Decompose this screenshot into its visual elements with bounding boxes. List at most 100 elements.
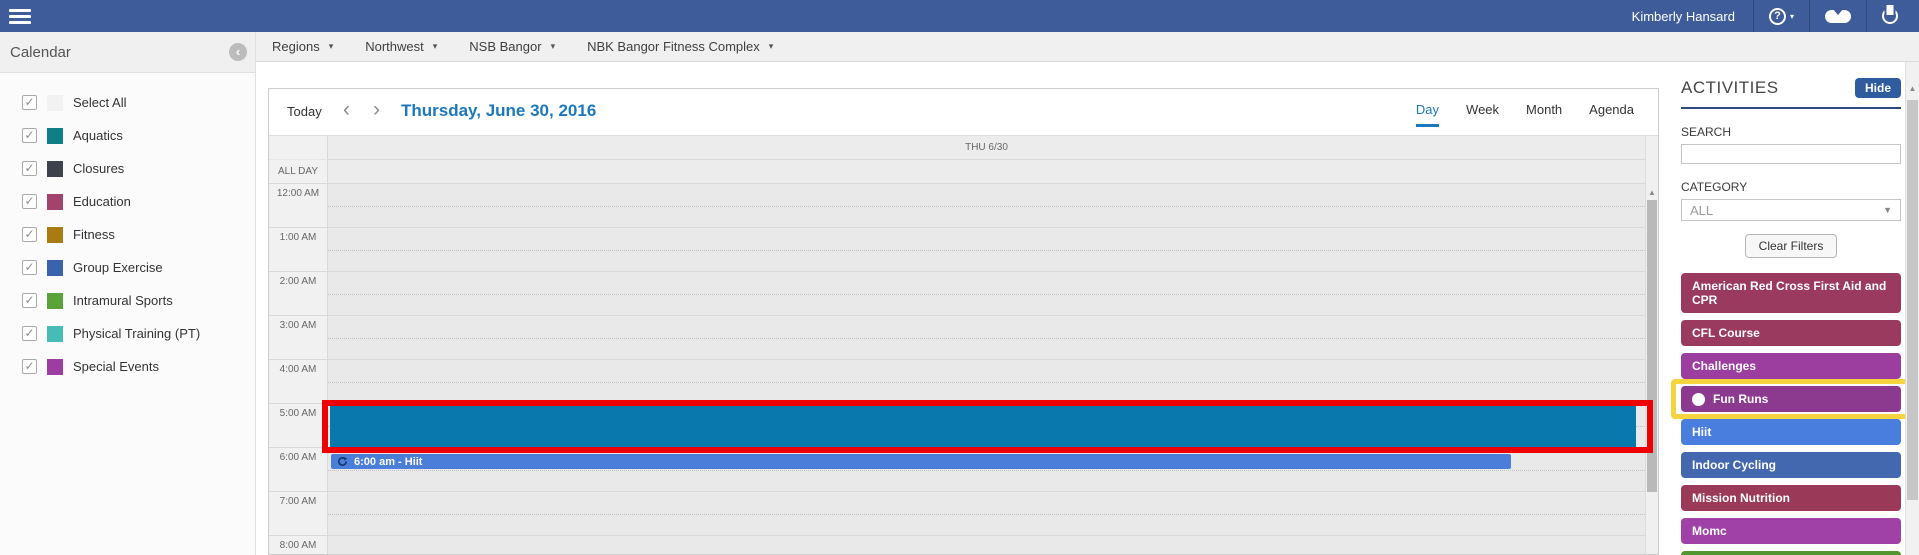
view-tab[interactable]: Week bbox=[1466, 102, 1500, 117]
grid-scrollbar-thumb[interactable] bbox=[1647, 200, 1657, 492]
calendar-category-row[interactable]: Special Events bbox=[0, 350, 255, 383]
category-color-swatch bbox=[47, 226, 63, 243]
breadcrumb-label: Northwest bbox=[365, 39, 424, 54]
category-checkbox[interactable] bbox=[22, 293, 37, 308]
calendar-category-row[interactable]: Select All bbox=[0, 86, 255, 119]
category-checkbox[interactable] bbox=[22, 359, 37, 374]
hour-row: 2:00 AM bbox=[269, 272, 1658, 316]
tray-icon bbox=[1825, 9, 1851, 23]
tray-button[interactable] bbox=[1810, 0, 1866, 32]
clear-filters-button[interactable]: Clear Filters bbox=[1744, 234, 1838, 258]
activity-button[interactable]: Mission Nutrition bbox=[1681, 485, 1901, 511]
hour-cell[interactable] bbox=[328, 228, 1645, 272]
category-color-swatch bbox=[47, 127, 63, 144]
divider bbox=[1752, 0, 1754, 32]
help-menu-button[interactable]: ? ▾ bbox=[1754, 0, 1809, 32]
chevron-down-icon: ▾ bbox=[432, 41, 438, 51]
calendar-category-row[interactable]: Fitness bbox=[0, 218, 255, 251]
chevron-down-icon: ▾ bbox=[1789, 11, 1794, 21]
view-tab[interactable]: Month bbox=[1526, 102, 1563, 117]
hour-label: 8:00 AM bbox=[269, 536, 328, 554]
hour-rows: 12:00 AM 1:00 AM 2:00 AM 3:00 AM bbox=[269, 184, 1658, 554]
category-checkbox[interactable] bbox=[22, 161, 37, 176]
collapse-sidebar-button[interactable]: ‹ bbox=[229, 43, 247, 61]
breadcrumb-dropdown[interactable]: Northwest ▾ bbox=[365, 39, 437, 54]
calendar-category-row[interactable]: Aquatics bbox=[0, 119, 255, 152]
activity-label: Challenges bbox=[1692, 359, 1757, 373]
previous-day-icon[interactable]: ‹ bbox=[343, 98, 350, 121]
today-button[interactable]: Today bbox=[287, 104, 322, 119]
calendar-category-row[interactable]: Intramural Sports bbox=[0, 284, 255, 317]
top-bar: Kimberly Hansard ? ▾ bbox=[0, 0, 1919, 32]
divider bbox=[1681, 107, 1901, 109]
activity-button[interactable]: Fun Runs bbox=[1671, 379, 1911, 419]
next-day-icon[interactable]: › bbox=[373, 98, 380, 121]
breadcrumb-dropdown[interactable]: NSB Bangor ▾ bbox=[469, 39, 555, 54]
category-checkbox[interactable] bbox=[22, 260, 37, 275]
activity-button[interactable]: Hiit bbox=[1681, 419, 1901, 445]
all-day-row: ALL DAY bbox=[269, 160, 1658, 184]
category-select[interactable]: ALL ▼ bbox=[1681, 199, 1901, 221]
hour-cell[interactable] bbox=[328, 316, 1645, 360]
hour-cell[interactable] bbox=[328, 184, 1645, 228]
activity-button[interactable]: American Red Cross First Aid and CPR bbox=[1681, 273, 1901, 313]
logout-button[interactable] bbox=[1867, 0, 1913, 32]
event-fun-runs-block[interactable] bbox=[330, 406, 1636, 448]
grid-scrollbar[interactable]: ▲ bbox=[1645, 136, 1658, 554]
scroll-up-icon[interactable]: ▲ bbox=[1648, 188, 1656, 197]
calendar-category-row[interactable]: Physical Training (PT) bbox=[0, 317, 255, 350]
activity-button[interactable]: Indoor Cycling bbox=[1681, 452, 1901, 478]
search-label: SEARCH bbox=[1681, 125, 1732, 139]
hour-row: 8:00 AM bbox=[269, 536, 1658, 554]
category-label: Intramural Sports bbox=[73, 293, 173, 308]
view-tab[interactable]: Day bbox=[1415, 102, 1440, 127]
breadcrumb-dropdown[interactable]: NBK Bangor Fitness Complex ▾ bbox=[587, 39, 773, 54]
category-checkbox[interactable] bbox=[22, 95, 37, 110]
hour-label: 6:00 AM bbox=[269, 448, 328, 492]
view-tabs: Day Week Month Agenda bbox=[1415, 102, 1634, 127]
hour-label: 7:00 AM bbox=[269, 492, 328, 536]
page-scrollbar[interactable]: ▲ bbox=[1905, 62, 1919, 555]
breadcrumb-label: Regions bbox=[272, 39, 320, 54]
category-checkbox[interactable] bbox=[22, 227, 37, 242]
hour-label: 1:00 AM bbox=[269, 228, 328, 272]
calendar-category-row[interactable]: Group Exercise bbox=[0, 251, 255, 284]
hour-cell[interactable] bbox=[328, 536, 1645, 554]
search-input[interactable] bbox=[1681, 144, 1901, 164]
hour-label: 2:00 AM bbox=[269, 272, 328, 316]
calendar-category-row[interactable]: Education bbox=[0, 185, 255, 218]
all-day-cell[interactable] bbox=[328, 160, 1645, 184]
hamburger-menu-icon[interactable] bbox=[9, 6, 31, 27]
hour-cell[interactable] bbox=[328, 360, 1645, 404]
activity-label: Fun Runs bbox=[1713, 392, 1769, 406]
page-scrollbar-thumb[interactable] bbox=[1907, 100, 1918, 500]
category-label: Aquatics bbox=[73, 128, 123, 143]
view-tab[interactable]: Agenda bbox=[1589, 102, 1634, 117]
calendar-category-row[interactable]: Closures bbox=[0, 152, 255, 185]
category-color-swatch bbox=[47, 325, 63, 342]
day-grid: THU 6/30 ALL DAY 12:00 AM 1:00 AM 2:00 A… bbox=[269, 135, 1658, 554]
scroll-up-icon[interactable]: ▲ bbox=[1908, 84, 1917, 93]
event-hiit-label: 6:00 am - Hiit bbox=[354, 455, 423, 468]
event-hiit[interactable]: 6:00 am - Hiit bbox=[331, 454, 1511, 469]
category-checkbox[interactable] bbox=[22, 128, 37, 143]
activity-button[interactable]: NBK Golf bbox=[1681, 551, 1901, 555]
category-checkbox[interactable] bbox=[22, 194, 37, 209]
location-breadcrumb-bar: Regions ▾ Northwest ▾ NSB Bangor ▾ NBK B… bbox=[256, 32, 1919, 62]
category-label: Select All bbox=[73, 95, 127, 110]
calendar-panel: Today ‹ › Thursday, June 30, 2016 Day We… bbox=[268, 88, 1659, 555]
hour-row: 3:00 AM bbox=[269, 316, 1658, 360]
activity-button[interactable]: Challenges bbox=[1681, 353, 1901, 379]
chevron-down-icon: ▾ bbox=[550, 41, 556, 51]
hide-panel-button[interactable]: Hide bbox=[1854, 78, 1901, 98]
hour-cell[interactable] bbox=[328, 272, 1645, 316]
activity-button[interactable]: Momc bbox=[1681, 518, 1901, 544]
hour-cell[interactable] bbox=[328, 492, 1645, 536]
category-checkbox[interactable] bbox=[22, 326, 37, 341]
category-color-swatch bbox=[47, 94, 63, 111]
calendar-toolbar: Today ‹ › Thursday, June 30, 2016 Day We… bbox=[269, 89, 1658, 135]
all-day-label: ALL DAY bbox=[269, 160, 328, 184]
activity-button[interactable]: CFL Course bbox=[1681, 320, 1901, 346]
breadcrumb-dropdown[interactable]: Regions ▾ bbox=[272, 39, 333, 54]
category-label: CATEGORY bbox=[1681, 180, 1748, 194]
